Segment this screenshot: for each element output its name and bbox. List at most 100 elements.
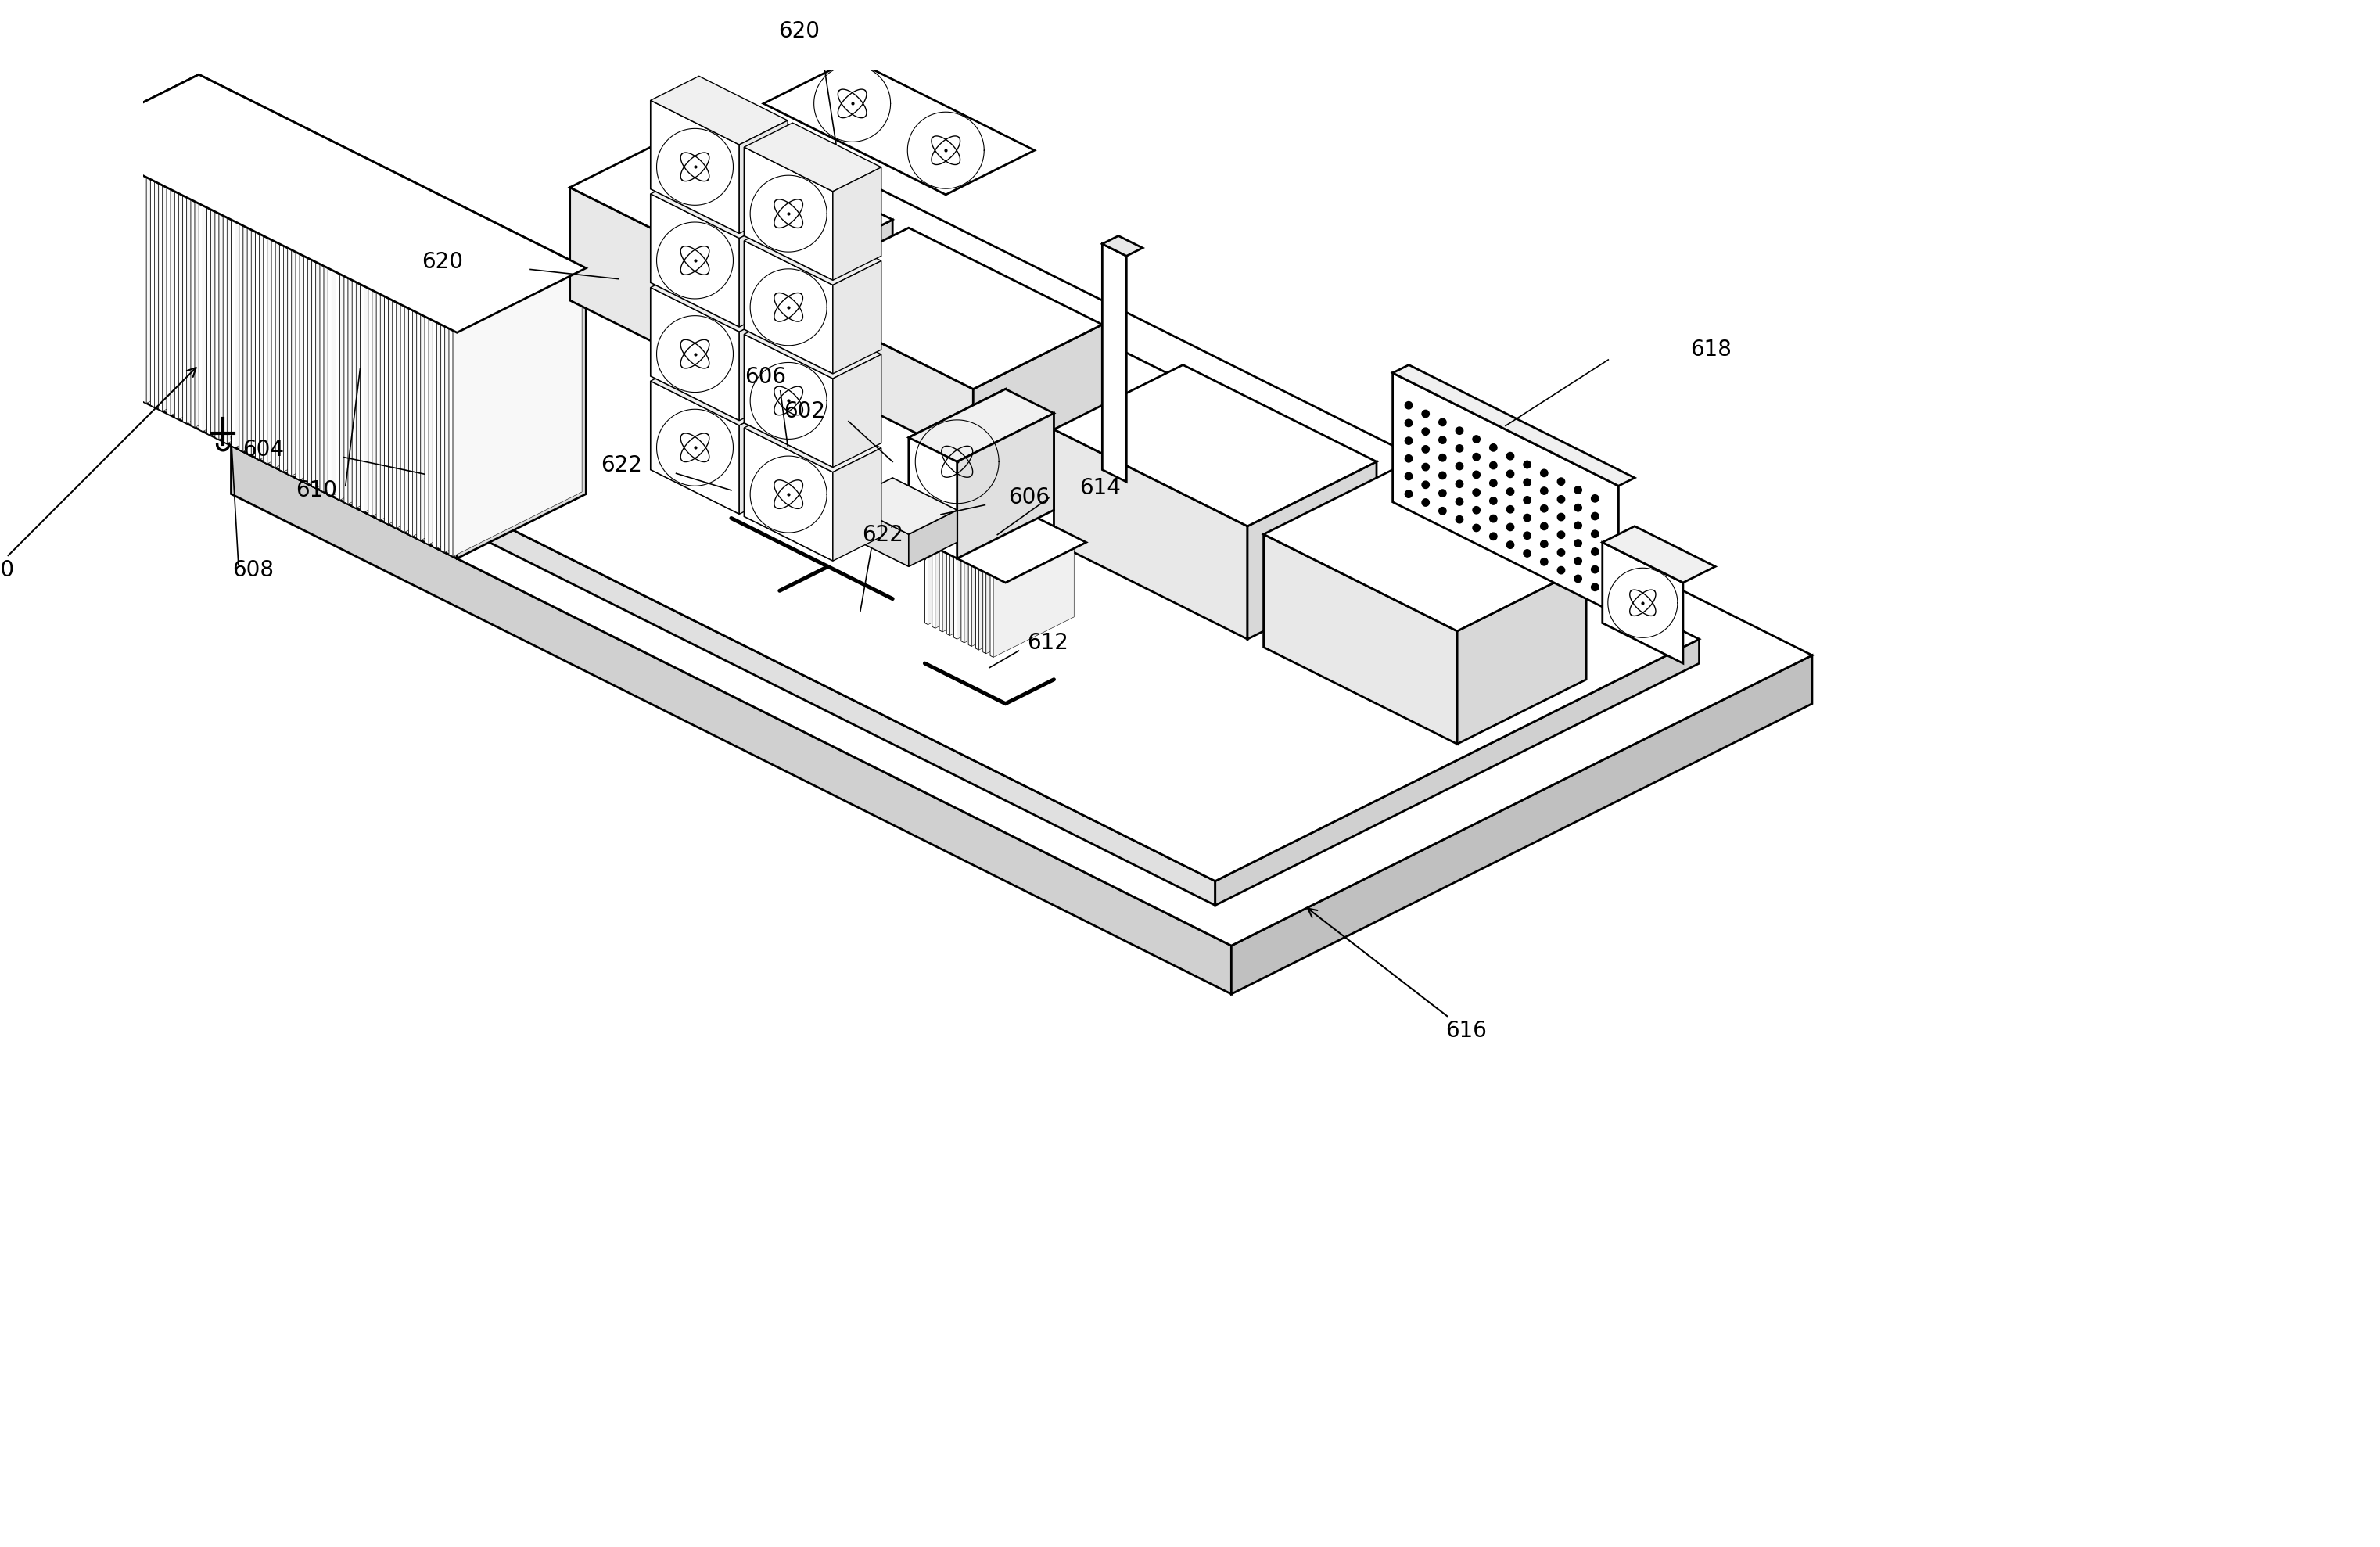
Circle shape: [1404, 490, 1411, 498]
Circle shape: [1523, 478, 1530, 486]
Polygon shape: [740, 121, 788, 234]
Polygon shape: [409, 308, 412, 537]
Polygon shape: [947, 554, 950, 636]
Polygon shape: [212, 145, 340, 435]
Polygon shape: [933, 546, 935, 628]
Circle shape: [1457, 515, 1464, 523]
Polygon shape: [283, 181, 412, 472]
Polygon shape: [909, 390, 1004, 534]
Polygon shape: [1264, 470, 1585, 631]
Polygon shape: [781, 227, 1102, 390]
Circle shape: [1540, 523, 1547, 531]
Polygon shape: [159, 184, 162, 412]
Text: 606: 606: [745, 367, 785, 388]
Polygon shape: [764, 453, 926, 558]
Polygon shape: [781, 292, 973, 503]
Polygon shape: [267, 173, 397, 464]
Polygon shape: [964, 521, 1045, 642]
Polygon shape: [336, 272, 340, 500]
Polygon shape: [364, 221, 493, 512]
Polygon shape: [569, 122, 892, 285]
Polygon shape: [940, 549, 942, 631]
Circle shape: [1440, 507, 1447, 515]
Polygon shape: [381, 231, 509, 520]
Polygon shape: [69, 139, 74, 367]
Polygon shape: [1602, 543, 1683, 664]
Polygon shape: [352, 280, 357, 507]
Polygon shape: [138, 108, 267, 399]
Polygon shape: [976, 568, 978, 650]
Circle shape: [1421, 446, 1430, 453]
Polygon shape: [305, 255, 307, 484]
Polygon shape: [942, 511, 1023, 631]
Polygon shape: [957, 413, 1054, 558]
Polygon shape: [109, 159, 114, 387]
Polygon shape: [131, 105, 259, 394]
Circle shape: [1573, 504, 1583, 512]
Circle shape: [1490, 515, 1497, 523]
Polygon shape: [971, 526, 1052, 647]
Polygon shape: [248, 227, 252, 456]
Circle shape: [1557, 566, 1564, 574]
Polygon shape: [259, 169, 388, 459]
Text: 608: 608: [233, 558, 274, 580]
Polygon shape: [186, 133, 317, 424]
Polygon shape: [445, 261, 574, 552]
Polygon shape: [740, 308, 788, 421]
Circle shape: [1507, 541, 1514, 549]
Text: 620: 620: [778, 20, 821, 43]
Text: 618: 618: [1690, 339, 1733, 360]
Polygon shape: [119, 164, 121, 391]
Polygon shape: [98, 88, 226, 379]
Polygon shape: [278, 413, 1216, 905]
Polygon shape: [935, 507, 1016, 628]
Circle shape: [1421, 410, 1430, 418]
Text: 622: 622: [862, 524, 902, 546]
Circle shape: [1592, 583, 1599, 591]
Polygon shape: [278, 244, 283, 472]
Text: 600: 600: [0, 368, 195, 582]
Polygon shape: [319, 265, 324, 492]
Polygon shape: [1216, 639, 1699, 905]
Circle shape: [1490, 532, 1497, 540]
Circle shape: [1490, 497, 1497, 504]
Polygon shape: [219, 149, 347, 439]
Polygon shape: [992, 537, 1073, 657]
Circle shape: [1440, 436, 1447, 444]
Polygon shape: [745, 147, 833, 280]
Polygon shape: [833, 354, 881, 467]
Polygon shape: [745, 241, 833, 374]
Polygon shape: [745, 309, 881, 379]
Polygon shape: [107, 93, 236, 384]
Circle shape: [1421, 498, 1430, 506]
Polygon shape: [962, 560, 964, 642]
Polygon shape: [195, 138, 324, 427]
Polygon shape: [238, 224, 243, 452]
Polygon shape: [174, 192, 178, 419]
Polygon shape: [167, 187, 171, 415]
Polygon shape: [440, 325, 445, 552]
Polygon shape: [740, 213, 788, 326]
Circle shape: [1457, 427, 1464, 435]
Polygon shape: [745, 404, 881, 472]
Polygon shape: [650, 381, 740, 514]
Polygon shape: [324, 201, 452, 492]
Text: 620: 620: [421, 251, 464, 272]
Polygon shape: [102, 155, 107, 384]
Polygon shape: [457, 268, 585, 558]
Circle shape: [1592, 512, 1599, 520]
Circle shape: [1557, 478, 1564, 486]
Polygon shape: [307, 193, 438, 484]
Circle shape: [1557, 531, 1564, 538]
Circle shape: [1490, 444, 1497, 452]
Polygon shape: [347, 213, 476, 504]
Polygon shape: [1392, 365, 1635, 486]
Circle shape: [1457, 446, 1464, 452]
Circle shape: [1540, 540, 1547, 548]
Polygon shape: [833, 167, 881, 280]
Circle shape: [1440, 455, 1447, 461]
Polygon shape: [162, 121, 293, 412]
Polygon shape: [1054, 365, 1376, 526]
Circle shape: [1507, 452, 1514, 459]
Polygon shape: [331, 206, 462, 497]
